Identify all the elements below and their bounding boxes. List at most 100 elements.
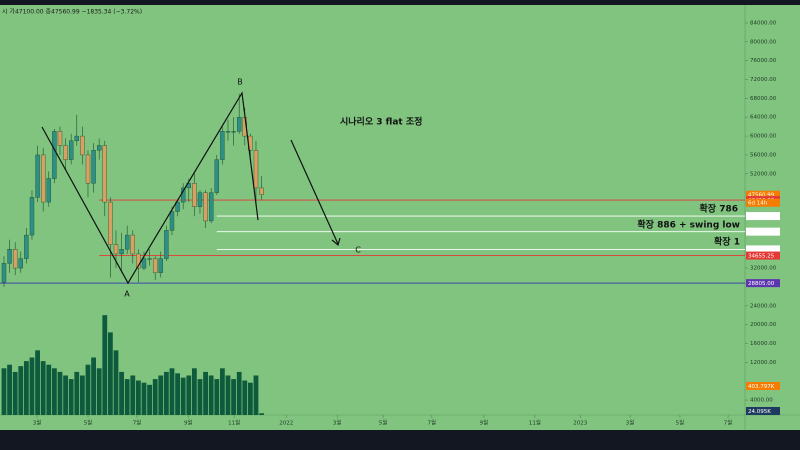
volume-bar [12, 371, 18, 415]
volume-bar [163, 371, 169, 415]
volume-bar [96, 368, 102, 415]
candle-body [108, 201, 113, 245]
candle-body [35, 154, 40, 198]
volume-bar [186, 375, 192, 415]
volume-bar [242, 380, 248, 415]
x-tick-label: 2023 [573, 421, 587, 427]
wave-label: A [124, 290, 130, 299]
x-tick-label: 3월 [626, 419, 635, 427]
x-tick-label: 9월 [184, 419, 193, 427]
y-tick-label: 52000.00 [750, 171, 777, 177]
top-bar [0, 0, 800, 5]
price-tag [746, 190, 780, 199]
candle-body [74, 135, 79, 142]
volume-bar [85, 364, 91, 415]
candle-body [253, 150, 259, 189]
y-tick-label: 76000.00 [750, 58, 777, 64]
volume-bar [225, 375, 231, 415]
candle-body [175, 201, 180, 212]
candle-body [57, 131, 63, 146]
x-tick-label: 5월 [676, 419, 685, 427]
volume-bar [63, 375, 68, 415]
price-tag [746, 279, 780, 288]
y-tick-label: 84000.00 [750, 20, 777, 26]
x-tick-label: 11월 [228, 419, 240, 427]
candle-body [96, 145, 102, 151]
price-tag-label: 39727.45 [748, 229, 775, 235]
candle-body [214, 159, 219, 193]
volume-bar [175, 373, 180, 415]
volume-bar [68, 379, 74, 415]
price-tag-label: 35961.00 [748, 247, 775, 253]
candle-body [164, 230, 169, 259]
candle-body [208, 192, 214, 222]
candle-body [141, 258, 147, 269]
volume-bar [79, 375, 85, 415]
y-tick-label: 56000.00 [750, 152, 777, 158]
y-tick-label: 64000.00 [750, 115, 777, 121]
volume-bar [35, 350, 40, 415]
volume-bar [74, 371, 80, 415]
volume-bar [40, 361, 46, 415]
volume-bar [158, 375, 164, 415]
price-tag [746, 407, 780, 415]
volume-bar [102, 315, 108, 415]
price-tag [746, 227, 780, 236]
candle-body [119, 249, 124, 255]
x-tick-label: 3월 [33, 419, 42, 427]
candle-body [68, 140, 74, 160]
y-tick-label: 60000.00 [750, 134, 777, 140]
volume-bar [130, 375, 136, 415]
candle-body [147, 258, 152, 260]
candle-body [236, 117, 242, 132]
axes: 84000.00 80000.00 76000.00 72000.00 68000.00… [33, 20, 780, 427]
volume-bar [152, 379, 158, 415]
volume-bar [259, 413, 264, 415]
price-tag [746, 212, 780, 221]
volume-bar [247, 382, 253, 415]
volume-bar [214, 379, 220, 415]
level-note: 확장 1 [714, 236, 740, 248]
volume-bar [208, 375, 214, 415]
y-tick-label: 68000.00 [750, 96, 777, 102]
candle-body [80, 135, 85, 156]
candle-body [231, 131, 236, 133]
y-tick-label: 16000.00 [750, 341, 777, 347]
candles [1, 93, 264, 287]
volume-bar [169, 368, 175, 415]
candle-body [18, 258, 23, 269]
price-tag-label: 43031.35 [748, 214, 775, 220]
x-tick-label: 3월 [333, 419, 342, 427]
volume-bar [147, 384, 152, 415]
volume-bar [180, 377, 186, 415]
candle-body [46, 178, 51, 203]
candle-body [29, 197, 35, 236]
volume-bar [119, 371, 124, 415]
candle-body [91, 150, 96, 184]
y-tick-label: 24000.00 [750, 303, 777, 309]
candle-body [259, 187, 264, 195]
volume-bar [197, 379, 203, 415]
price-tag-label: 47560.99 [748, 193, 775, 199]
candle-body [152, 258, 158, 273]
candle-body [102, 145, 107, 203]
candle-body [52, 131, 57, 179]
x-tick-label: 7월 [133, 419, 142, 427]
volume-bar [203, 371, 208, 415]
candle-body [63, 145, 68, 160]
scenario-note: 시나리오 3 flat 조정 [340, 116, 422, 128]
chart-background [0, 0, 800, 430]
candle-body [40, 154, 46, 203]
x-tick-label: 5월 [84, 419, 93, 427]
countdown: 6d 14h [748, 201, 768, 207]
candle-body [113, 244, 119, 255]
price-tag [746, 251, 780, 260]
level-note: 확장 786 [700, 203, 738, 215]
volume-bar [1, 368, 7, 415]
volume-bar [236, 371, 242, 415]
volume-bar [57, 371, 63, 415]
candle-body [130, 234, 135, 255]
x-tick-label: 5월 [379, 419, 388, 427]
volume-bar [124, 379, 130, 415]
